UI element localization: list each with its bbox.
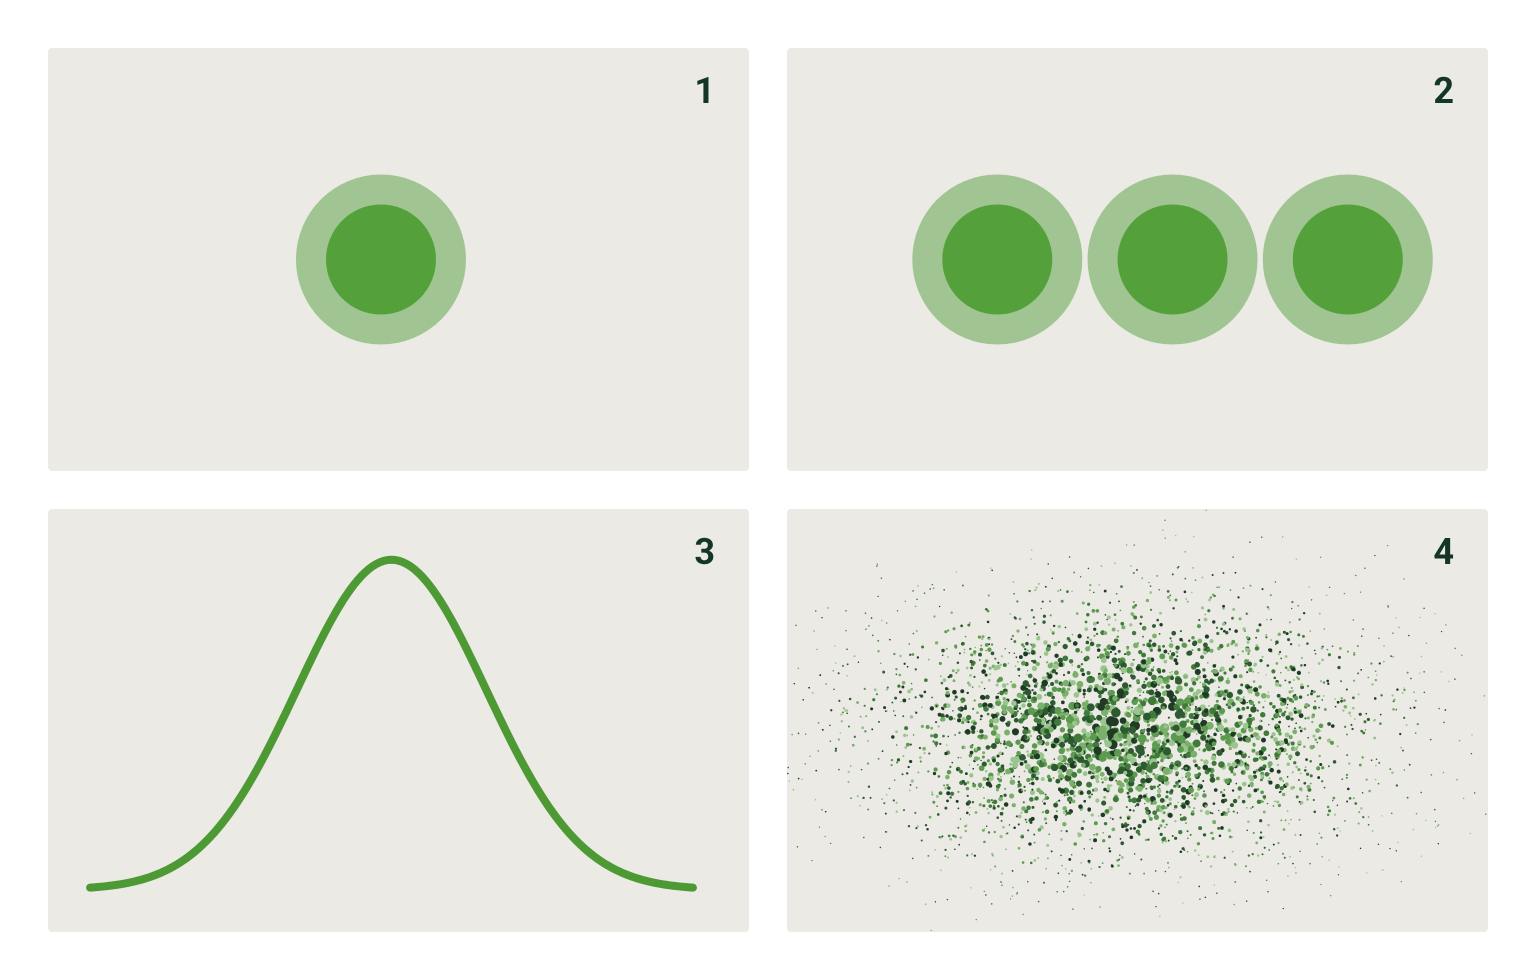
panel-3-graphic	[48, 509, 749, 932]
panel-1-single-circle: 1	[48, 48, 749, 471]
panel-4-point-cloud: 4	[787, 509, 1488, 932]
panel-3-bell-curve: 3	[48, 509, 749, 932]
panel-2-label: 2	[1433, 70, 1454, 112]
panel-grid: 1 2 3 4	[48, 48, 1488, 932]
panel-4-graphic	[787, 509, 1488, 932]
panel-1-graphic	[48, 48, 749, 471]
panel-2-three-circles: 2	[787, 48, 1488, 471]
panel-2-graphic	[787, 48, 1488, 471]
panel-3-label: 3	[694, 531, 715, 573]
panel-1-label: 1	[694, 70, 715, 112]
panel-4-label: 4	[1433, 531, 1454, 573]
